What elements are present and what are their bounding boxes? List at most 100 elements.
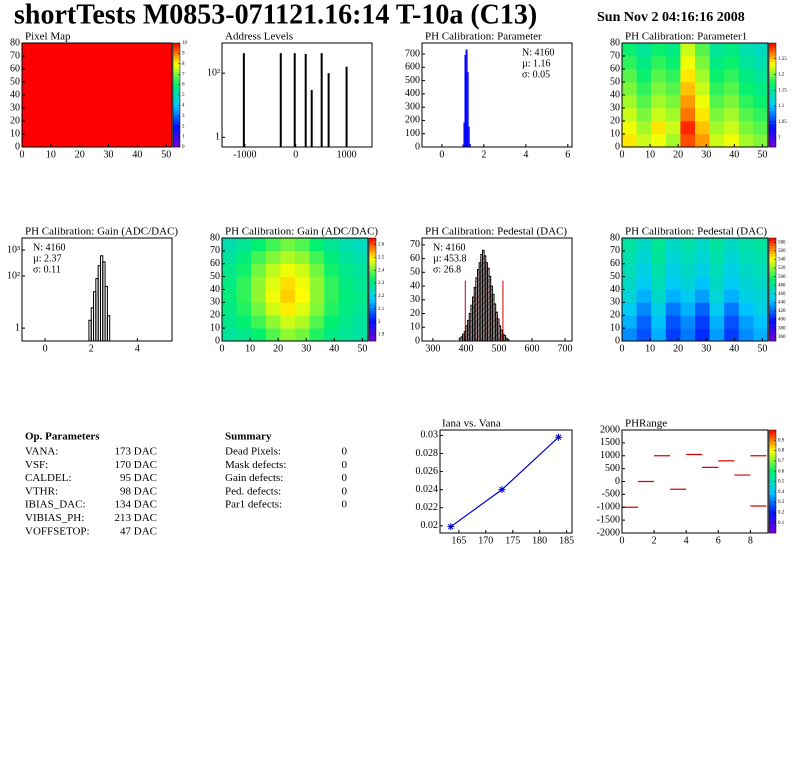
y-tick-label: 0 bbox=[415, 141, 420, 152]
color-bar bbox=[769, 271, 776, 275]
heat-cell bbox=[738, 289, 754, 303]
heat-cell bbox=[753, 56, 768, 70]
color-bar bbox=[369, 266, 376, 270]
color-bar bbox=[769, 58, 776, 62]
heat-cell bbox=[695, 238, 710, 252]
histogram-bin bbox=[466, 72, 469, 147]
heat-cell bbox=[338, 250, 354, 265]
color-bar bbox=[173, 53, 180, 57]
color-bar bbox=[369, 310, 376, 313]
heat-cell bbox=[52, 82, 68, 96]
heat-cell bbox=[157, 95, 172, 109]
heat-cell bbox=[67, 134, 83, 147]
heat-cell bbox=[52, 108, 68, 122]
heat-cell bbox=[753, 302, 768, 316]
heat-cell bbox=[127, 121, 143, 135]
heat-cell bbox=[127, 134, 143, 147]
stats-text: µ: 453.8 bbox=[433, 253, 467, 264]
heat-cell bbox=[295, 289, 310, 303]
heat-cell bbox=[651, 289, 667, 303]
heat-cell bbox=[724, 328, 740, 341]
color-bar bbox=[769, 450, 776, 454]
z-tick-label: 2.1 bbox=[378, 307, 385, 312]
heat-cell bbox=[724, 238, 740, 252]
y-tick-label: 50 bbox=[610, 271, 620, 282]
color-bar bbox=[769, 448, 776, 451]
color-bar bbox=[173, 97, 180, 101]
heat-cell bbox=[22, 121, 38, 135]
color-bar bbox=[369, 325, 376, 329]
panel: Iana vs. Vana 165 170 175 180 185 0.02 0.022 0.0… bbox=[416, 418, 575, 547]
heat-cell bbox=[651, 328, 667, 341]
color-bar bbox=[769, 502, 776, 505]
heat-cell bbox=[680, 95, 696, 109]
y-tick-label: 60 bbox=[610, 63, 620, 74]
y-tick-label: 10² bbox=[7, 270, 20, 281]
color-bar bbox=[769, 53, 776, 57]
heat-cell bbox=[265, 315, 281, 329]
color-bar bbox=[769, 89, 776, 93]
color-bar bbox=[769, 442, 776, 446]
color-bar bbox=[769, 478, 776, 482]
heat-cell bbox=[112, 121, 128, 135]
color-bar bbox=[369, 253, 376, 257]
color-bar bbox=[769, 71, 776, 75]
y-tick-label: 50 bbox=[210, 271, 220, 282]
heat-cell bbox=[265, 328, 281, 341]
color-bar bbox=[769, 139, 776, 143]
x-tick-label: 4 bbox=[135, 343, 140, 354]
color-bar bbox=[369, 263, 376, 267]
frame bbox=[439, 429, 573, 534]
color-bar bbox=[769, 322, 776, 326]
page-title: shortTests M0853-071121.16:14 T-10a (C13… bbox=[14, 0, 537, 30]
x-tick-label: 165 bbox=[451, 535, 466, 546]
heat-cell bbox=[22, 82, 38, 96]
heat-cell bbox=[622, 302, 637, 316]
heat-cell bbox=[265, 289, 281, 303]
heat-cell bbox=[680, 302, 696, 316]
param-value: 213 DAC bbox=[115, 512, 157, 524]
color-bar bbox=[173, 100, 180, 104]
heat-cell bbox=[724, 121, 740, 135]
color-bar bbox=[769, 481, 776, 485]
color-bar bbox=[769, 294, 776, 298]
color-bar bbox=[369, 333, 376, 337]
x-tick-label: 1000 bbox=[337, 149, 357, 160]
summary-label: Dead Pixels: bbox=[225, 446, 281, 458]
histogram-bin bbox=[467, 126, 470, 147]
heat-cell bbox=[222, 315, 237, 329]
heat-cell bbox=[709, 108, 725, 122]
heat-cell bbox=[52, 95, 68, 109]
y-tick-label: 700 bbox=[405, 48, 420, 59]
heat-cell bbox=[636, 238, 652, 252]
heat-cell bbox=[636, 69, 652, 83]
x-tick-label: 0 bbox=[293, 149, 298, 160]
color-bar bbox=[769, 248, 776, 252]
z-tick-label: 0.5 bbox=[778, 480, 785, 485]
heat-cell bbox=[622, 263, 637, 277]
y-tick-label: -1000 bbox=[597, 502, 620, 513]
y-tick-label: 40 bbox=[10, 89, 20, 100]
color-bar bbox=[369, 299, 376, 303]
heat-cell bbox=[651, 108, 667, 122]
heat-cell bbox=[82, 43, 98, 57]
color-bar bbox=[369, 268, 376, 272]
y-tick-label: 0.022 bbox=[416, 502, 439, 513]
color-bar-frame bbox=[768, 42, 777, 148]
plot-area bbox=[622, 453, 767, 508]
color-bar bbox=[173, 123, 180, 127]
heat-cell bbox=[680, 121, 696, 135]
heat-cell bbox=[636, 108, 652, 122]
heat-cell bbox=[695, 121, 710, 135]
color-bar bbox=[369, 322, 376, 326]
heat-cell bbox=[695, 43, 710, 57]
heat-cell bbox=[127, 69, 143, 83]
heat-cell bbox=[636, 134, 652, 147]
heat-cell bbox=[622, 315, 637, 329]
z-tick-label: 3 bbox=[182, 114, 185, 119]
heat-cell bbox=[222, 250, 237, 265]
heat-cell bbox=[651, 69, 667, 83]
heat-cell bbox=[280, 238, 296, 252]
heat-cell bbox=[636, 56, 652, 70]
